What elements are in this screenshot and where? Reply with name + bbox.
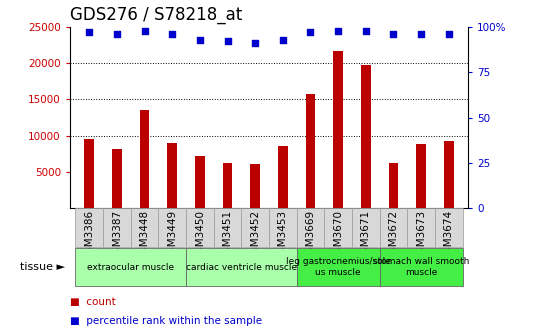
- Point: [444, 32, 453, 37]
- Text: GSM3671: GSM3671: [361, 210, 371, 260]
- FancyBboxPatch shape: [242, 208, 269, 247]
- Bar: [361, 65, 371, 208]
- Text: GSM3452: GSM3452: [250, 210, 260, 260]
- Text: stomach wall smooth
muscle: stomach wall smooth muscle: [373, 257, 469, 277]
- Bar: [223, 163, 232, 208]
- FancyBboxPatch shape: [380, 208, 407, 247]
- FancyBboxPatch shape: [435, 208, 463, 247]
- Text: GSM3670: GSM3670: [333, 210, 343, 260]
- Text: GSM3453: GSM3453: [278, 210, 288, 260]
- Bar: [140, 110, 150, 208]
- Point: [112, 32, 121, 37]
- FancyBboxPatch shape: [269, 208, 296, 247]
- Bar: [195, 156, 205, 208]
- Text: GSM3674: GSM3674: [444, 210, 454, 260]
- Bar: [333, 51, 343, 208]
- Point: [334, 28, 342, 33]
- Text: GSM3449: GSM3449: [167, 210, 177, 260]
- FancyBboxPatch shape: [75, 248, 186, 287]
- FancyBboxPatch shape: [380, 248, 463, 287]
- FancyBboxPatch shape: [407, 208, 435, 247]
- Text: GSM3673: GSM3673: [416, 210, 426, 260]
- Bar: [84, 139, 94, 208]
- FancyBboxPatch shape: [296, 248, 380, 287]
- Text: cardiac ventricle muscle: cardiac ventricle muscle: [186, 263, 297, 271]
- Bar: [416, 144, 426, 208]
- FancyBboxPatch shape: [352, 208, 380, 247]
- Text: GSM3448: GSM3448: [139, 210, 150, 260]
- Bar: [444, 141, 454, 208]
- FancyBboxPatch shape: [186, 248, 296, 287]
- Point: [362, 28, 370, 33]
- Text: leg gastrocnemius/sole
us muscle: leg gastrocnemius/sole us muscle: [286, 257, 391, 277]
- Point: [168, 32, 176, 37]
- Bar: [250, 164, 260, 208]
- Text: GDS276 / S78218_at: GDS276 / S78218_at: [70, 6, 242, 24]
- FancyBboxPatch shape: [103, 208, 131, 247]
- Text: GSM3672: GSM3672: [388, 210, 399, 260]
- Text: extraocular muscle: extraocular muscle: [87, 263, 174, 271]
- Text: GSM3450: GSM3450: [195, 210, 205, 260]
- Bar: [388, 163, 398, 208]
- Text: tissue ►: tissue ►: [19, 262, 65, 272]
- Point: [223, 39, 232, 44]
- FancyBboxPatch shape: [75, 208, 103, 247]
- FancyBboxPatch shape: [324, 208, 352, 247]
- Bar: [167, 143, 177, 208]
- FancyBboxPatch shape: [158, 208, 186, 247]
- Point: [389, 32, 398, 37]
- Point: [251, 41, 259, 46]
- FancyBboxPatch shape: [131, 208, 158, 247]
- Text: ■  percentile rank within the sample: ■ percentile rank within the sample: [70, 316, 262, 326]
- Point: [196, 37, 204, 42]
- Point: [140, 28, 149, 33]
- FancyBboxPatch shape: [214, 208, 242, 247]
- Text: ■  count: ■ count: [70, 297, 116, 307]
- Point: [279, 37, 287, 42]
- Text: GSM3386: GSM3386: [84, 210, 94, 260]
- FancyBboxPatch shape: [296, 208, 324, 247]
- Bar: [306, 94, 315, 208]
- FancyBboxPatch shape: [186, 208, 214, 247]
- Point: [306, 30, 315, 35]
- Point: [85, 30, 94, 35]
- Bar: [112, 149, 122, 208]
- Text: GSM3451: GSM3451: [223, 210, 232, 260]
- Text: GSM3669: GSM3669: [306, 210, 315, 260]
- Point: [417, 32, 426, 37]
- Text: GSM3387: GSM3387: [112, 210, 122, 260]
- Bar: [278, 146, 288, 208]
